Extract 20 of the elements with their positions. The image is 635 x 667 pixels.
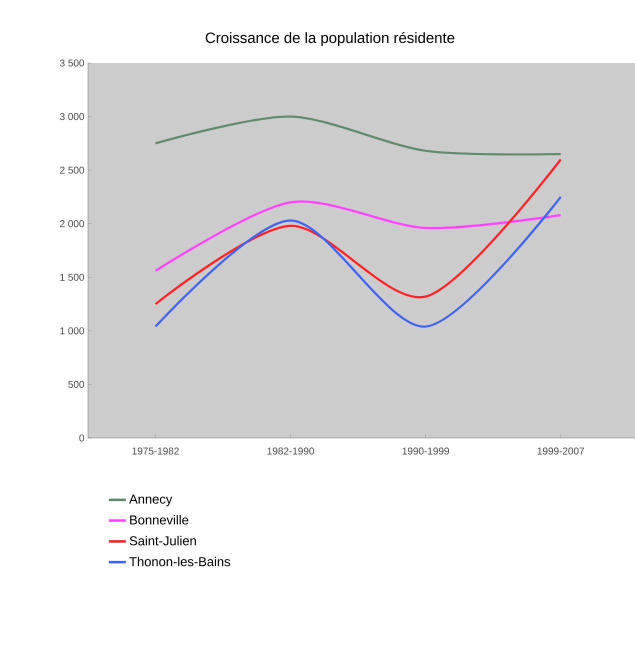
x-tick-label: 1975-1982	[132, 447, 179, 455]
legend-label: Saint-Julien	[130, 536, 196, 546]
line-series	[154, 158, 562, 306]
x-tick-label: 1999-2007	[538, 447, 584, 455]
y-tick-label: 3 000	[60, 113, 84, 120]
line-series	[154, 200, 562, 272]
legend-label: Bonneville	[130, 515, 188, 525]
x-tick-label: 1990-1999	[402, 447, 450, 455]
line-series	[154, 115, 562, 156]
y-tick-label: 0	[79, 434, 84, 442]
legend-label: Thonon-les-Bains	[129, 556, 230, 566]
y-tick-label: 2 000	[60, 220, 84, 228]
chart-title: Croissance de la population résidente	[206, 32, 454, 46]
y-tick-label: 1 000	[60, 327, 84, 334]
y-tick-label: 3 500	[60, 59, 84, 67]
y-tick-label: 1 500	[60, 274, 84, 281]
y-tick-label: 500	[68, 380, 84, 388]
x-tick-label: 1982-1990	[268, 447, 314, 455]
legend-label: Annecy	[129, 494, 172, 506]
y-tick-label: 2 500	[60, 166, 84, 174]
